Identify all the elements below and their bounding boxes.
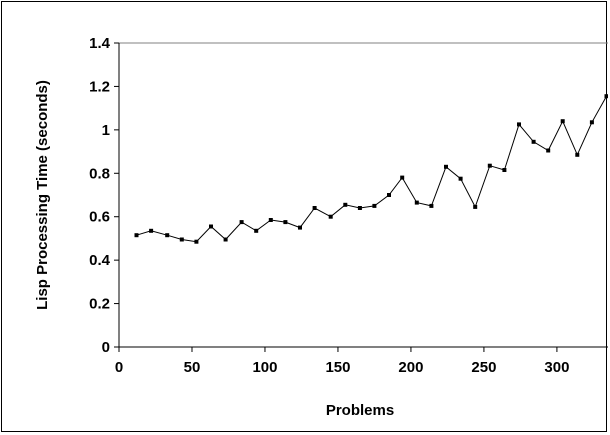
data-point	[604, 94, 608, 99]
data-point	[149, 228, 154, 233]
data-point	[531, 139, 536, 144]
data-point	[429, 203, 434, 208]
y-tick-label: 1.4	[89, 35, 111, 52]
data-point	[546, 148, 551, 153]
y-tick-label: 1.2	[89, 78, 110, 95]
x-tick-label: 50	[184, 359, 201, 376]
data-point	[268, 218, 273, 222]
data-point	[357, 206, 362, 210]
series-line	[136, 95, 607, 243]
data-point	[372, 203, 377, 208]
x-tick-label: 150	[325, 359, 350, 376]
x-tick-label: 100	[252, 359, 277, 376]
data-point	[387, 193, 391, 197]
data-point	[343, 202, 348, 207]
y-tick-label: 0.2	[89, 296, 110, 313]
data-point	[298, 225, 302, 230]
y-tick-label: 0.6	[89, 209, 110, 226]
axes	[114, 42, 608, 352]
y-tick-label: 0	[102, 339, 110, 356]
x-tick-labels: 0 50 100 150 200 250 300	[115, 359, 570, 376]
x-tick-label: 200	[398, 359, 423, 376]
data-point	[487, 163, 492, 168]
data-point	[473, 204, 478, 209]
data-point	[194, 239, 199, 244]
y-tick-label: 1	[102, 122, 110, 139]
data-point	[575, 152, 580, 157]
data-point	[165, 233, 170, 238]
x-tick-label: 0	[115, 359, 123, 376]
data-point	[223, 237, 228, 242]
data-point	[502, 168, 507, 172]
x-tick-label: 250	[471, 359, 496, 376]
data-point	[179, 237, 184, 242]
data-point	[283, 220, 288, 225]
data-point	[458, 176, 463, 181]
y-tick-label: 0.8	[89, 165, 110, 182]
y-axis-title: Lisp Processing Time (seconds)	[34, 80, 51, 310]
data-point	[254, 228, 259, 233]
data-point	[589, 120, 594, 125]
data-point	[209, 224, 213, 229]
data-point	[444, 164, 448, 169]
y-tick-label: 0.4	[89, 252, 111, 269]
data-point	[312, 206, 317, 210]
y-tick-labels: 0 0.2 0.4 0.6 0.8 1 1.2 1.4	[89, 35, 111, 356]
data-point	[134, 233, 139, 238]
x-tick-label: 300	[544, 359, 569, 376]
data-point	[517, 122, 521, 127]
data-point	[400, 175, 405, 180]
data-point	[328, 214, 333, 219]
x-axis-title: Problems	[326, 402, 394, 419]
data-point	[560, 119, 565, 124]
data-point	[239, 220, 244, 225]
data-point	[414, 200, 419, 205]
series-markers	[134, 94, 608, 244]
